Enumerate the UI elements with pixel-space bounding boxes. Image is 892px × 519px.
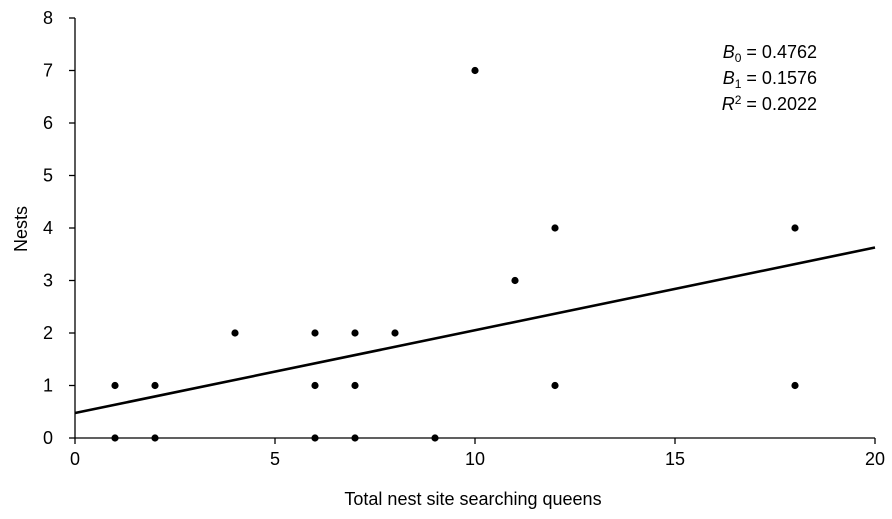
y-tick-label: 5 xyxy=(43,166,53,186)
data-point xyxy=(551,224,559,232)
y-tick-label: 6 xyxy=(43,113,53,133)
y-tick-label: 4 xyxy=(43,218,53,238)
data-point xyxy=(311,381,319,390)
stat-b0-value: = 0.4762 xyxy=(741,42,817,62)
data-point xyxy=(351,434,359,442)
stat-b1-value: = 0.1576 xyxy=(741,68,817,88)
y-tick-label: 7 xyxy=(43,61,53,81)
data-point xyxy=(311,329,319,337)
data-point xyxy=(351,329,359,337)
x-tick-label: 5 xyxy=(270,449,280,469)
stat-b0: B0 = 0.4762 xyxy=(723,42,817,65)
data-point xyxy=(151,381,159,390)
data-point xyxy=(311,434,319,442)
regression-stats: B0 = 0.4762 B1 = 0.1576 R2 = 0.2022 xyxy=(722,42,817,114)
trendline xyxy=(74,246,876,415)
data-point xyxy=(511,276,519,285)
data-point xyxy=(791,224,799,232)
stat-b1-subscript: 1 xyxy=(735,77,742,91)
x-tick-label: 20 xyxy=(865,449,885,469)
stat-b0-symbol: B xyxy=(723,42,735,62)
stat-b0-subscript: 0 xyxy=(735,51,742,65)
stat-b1-symbol: B xyxy=(723,68,735,88)
y-tick-label: 2 xyxy=(43,323,53,343)
stat-r2-symbol: R xyxy=(722,94,735,114)
x-axis-title: Total nest site searching queens xyxy=(344,489,601,509)
stat-r2-superscript: 2 xyxy=(735,93,742,107)
stat-r2-value: = 0.2022 xyxy=(741,94,817,114)
data-points xyxy=(111,66,799,442)
data-point xyxy=(391,329,399,337)
data-point xyxy=(151,434,159,442)
data-point xyxy=(551,381,559,390)
data-point xyxy=(111,434,119,442)
stat-b1: B1 = 0.1576 xyxy=(723,68,817,91)
data-point xyxy=(431,434,439,442)
data-point xyxy=(351,381,359,390)
x-tick-label: 0 xyxy=(70,449,80,469)
y-tick-label: 0 xyxy=(43,428,53,448)
stat-r2: R2 = 0.2022 xyxy=(722,93,817,114)
y-tick-label: 3 xyxy=(43,271,53,291)
data-point xyxy=(791,381,799,390)
y-tick-label: 1 xyxy=(43,376,53,396)
x-tick-label: 10 xyxy=(465,449,485,469)
data-point xyxy=(231,329,239,337)
data-point xyxy=(471,66,479,75)
y-axis-title: Nests xyxy=(11,206,31,252)
y-tick-label: 8 xyxy=(43,8,53,28)
trendline-group xyxy=(74,246,876,415)
data-point xyxy=(111,381,119,390)
x-tick-label: 15 xyxy=(665,449,685,469)
